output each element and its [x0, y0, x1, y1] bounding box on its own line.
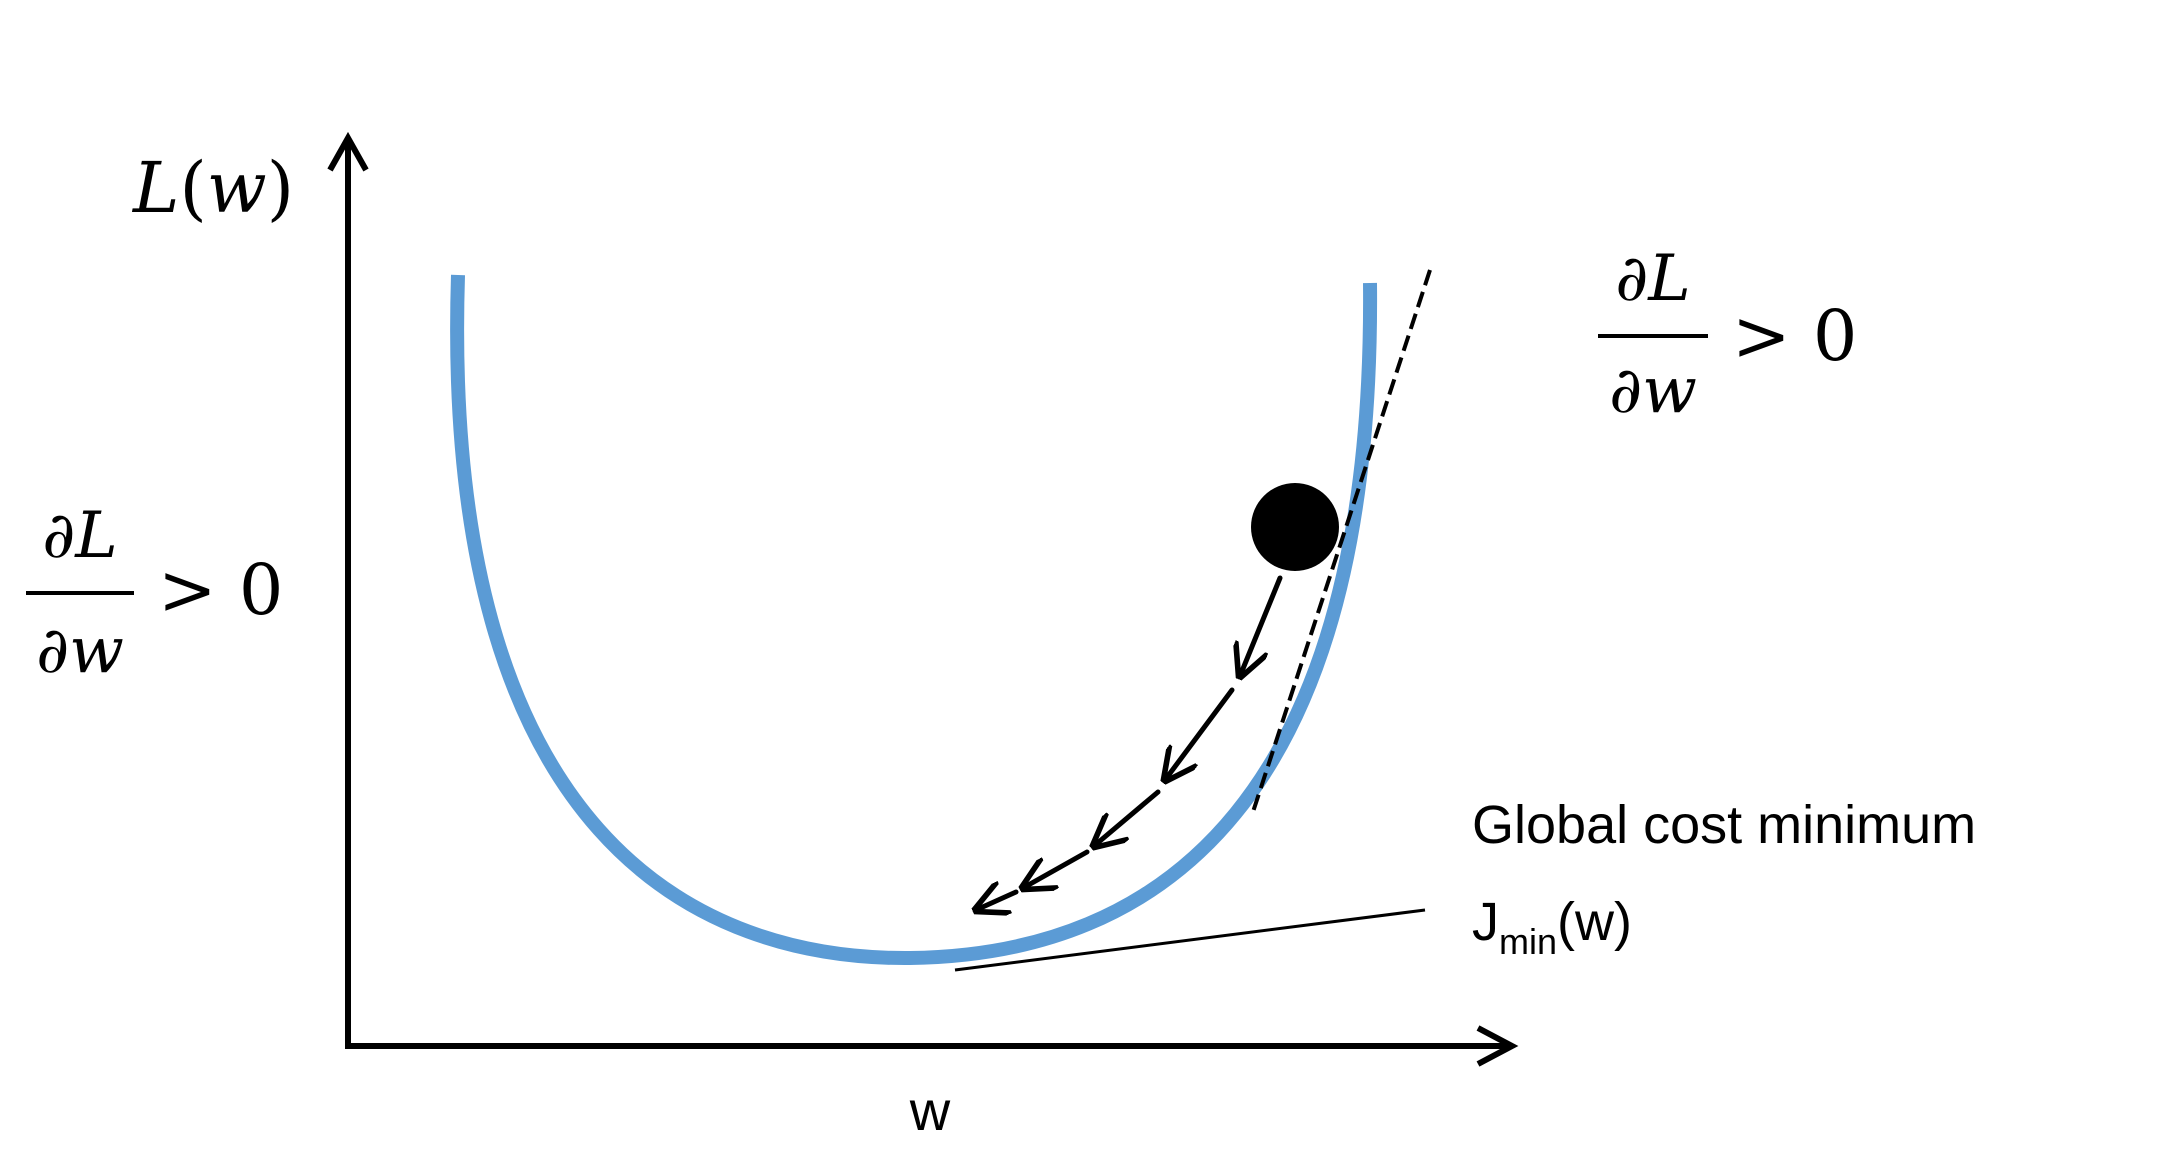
step-arrow-5 [976, 892, 1019, 910]
loss-curve [450, 274, 1378, 966]
y-axis-label: L(w) [131, 147, 294, 229]
step-arrow-1 [1240, 575, 1283, 676]
step-arrow-2 [1165, 687, 1235, 780]
annotation-leader-line [954, 908, 1426, 972]
derivative-expression-left: ∂L ∂w > 0 [26, 499, 283, 688]
tangent-line [1250, 269, 1432, 816]
step-arrow-3 [1094, 789, 1161, 846]
derivative-expression-right: ∂L ∂w > 0 [1598, 242, 1857, 428]
step-arrow-4 [1023, 849, 1090, 888]
ball-icon [1251, 483, 1339, 571]
annotation-title: Global cost minimum [1472, 795, 1976, 855]
annotation-formula: Jmin(w) [1472, 892, 1632, 962]
x-axis-arrowhead [1476, 1025, 1519, 1067]
svg-text:∂w: ∂w [36, 614, 124, 688]
svg-text:∂w: ∂w [1609, 354, 1697, 428]
descent-steps [976, 575, 1283, 910]
y-axis-arrowhead [327, 131, 369, 172]
svg-text:> 0: > 0 [1732, 295, 1857, 377]
svg-text:∂L: ∂L [42, 499, 118, 573]
svg-text:> 0: > 0 [158, 549, 283, 631]
x-axis-label: w [909, 1079, 951, 1142]
svg-text:∂L: ∂L [1615, 242, 1691, 316]
